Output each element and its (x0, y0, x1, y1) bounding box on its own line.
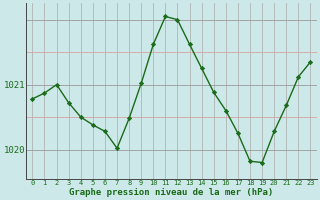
X-axis label: Graphe pression niveau de la mer (hPa): Graphe pression niveau de la mer (hPa) (69, 188, 274, 197)
